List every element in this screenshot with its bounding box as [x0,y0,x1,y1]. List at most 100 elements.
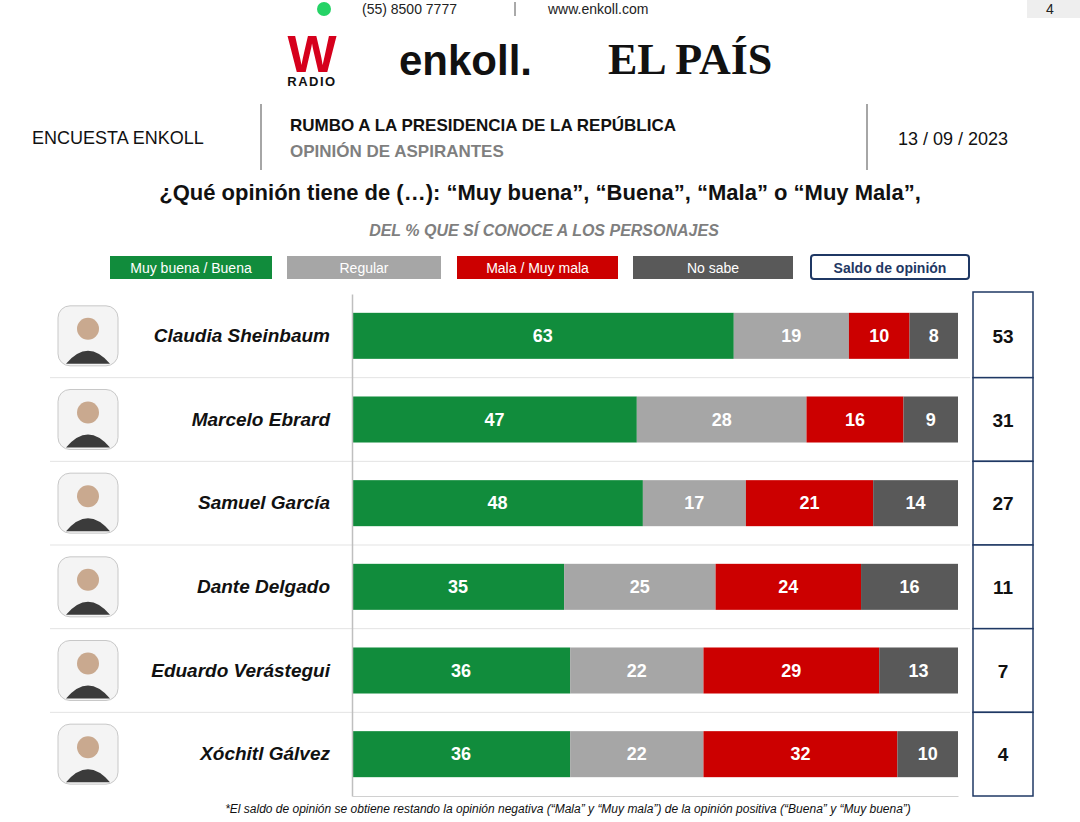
logo-elpais: EL PAÍS [608,35,772,84]
data-label: 19 [781,326,801,346]
balance-cell [973,292,1033,378]
legend-swatch [633,256,793,279]
bar-segment [716,564,861,610]
survey-name: ENCUESTA ENKOLL [32,128,204,148]
avatar-frame [58,641,118,701]
bar-segment [746,480,873,526]
avatar-body [66,518,110,531]
category-label: Xóchitl Gálvez [199,743,330,764]
avatar-body [66,769,110,782]
bars [352,313,958,777]
data-label: 17 [684,493,704,513]
data-label: 32 [790,744,810,764]
row-separator [50,461,970,462]
legend-swatch [110,256,272,279]
page-box [1027,0,1080,18]
separator [515,2,516,16]
data-label: 25 [630,577,650,597]
bar-segment [849,313,910,359]
axis-line [352,295,354,797]
logo-radio: RADIO [287,74,336,89]
bar-segment [352,396,637,442]
phone: (55) 8500 7777 [362,1,457,17]
balance-value: 53 [992,326,1013,347]
avatars [58,306,118,784]
bar-segment [564,564,716,610]
date: 13 / 09 / 2023 [898,129,1008,149]
bar-segment [703,647,879,693]
row-separator [50,628,970,629]
bar-segment [352,480,643,526]
legend-swatch [811,255,969,279]
avatar-head [77,736,99,758]
data-label: 10 [918,744,938,764]
data-label: 63 [533,326,553,346]
avatar [58,641,118,701]
data-label: 28 [712,410,732,430]
balance-value: 31 [992,410,1014,431]
header-divider [260,104,262,170]
data-label: 36 [451,661,471,681]
tick: Xóchitl Gálvez [199,743,352,764]
tick: Samuel García [198,492,352,513]
avatar-body [66,686,110,699]
balance-cell [973,712,1033,796]
data-label: 16 [900,577,920,597]
background [0,0,1080,822]
balance-value: 11 [993,577,1014,598]
bar-segment [873,480,958,526]
data-label: 29 [781,661,801,681]
avatar-frame [58,473,118,533]
avatar [58,724,118,784]
logo-enkoll: enkoll. [399,37,532,84]
bar-segment [734,313,849,359]
avatar-head [77,653,99,675]
category-label: Claudia Sheinbaum [154,325,330,346]
category-label: Marcelo Ebrard [192,409,331,430]
data-label: 48 [487,493,507,513]
avatar-head [77,402,99,424]
tick: Claudia Sheinbaum [154,325,352,346]
title: ¿Qué opinión tiene de (…): “Muy buena”, … [159,180,921,205]
bar-segment [910,313,958,359]
website: www.enkoll.com [547,1,648,17]
avatar [58,557,118,617]
bar-segment [807,396,904,442]
avatar [58,306,118,366]
data-label: 8 [929,326,939,346]
row-separator [50,377,970,378]
data-label: 24 [778,577,798,597]
data-label: 10 [869,326,889,346]
avatar-head [77,318,99,340]
header-divider [866,104,868,170]
avatar [58,473,118,533]
legend-item: Muy buena / Buena [110,256,272,279]
heading: RUMBO A LA PRESIDENCIA DE LA REPÚBLICA [290,116,676,135]
balance-value: 7 [998,661,1009,682]
avatar-frame [58,724,118,784]
tick: Dante Delgado [197,576,352,597]
avatar-body [66,351,110,364]
series-3 [861,313,958,777]
avatar-frame [58,557,118,617]
subtitle: DEL % QUE SÍ CONOCE A LOS PERSONAJES [369,221,719,239]
series-0 [352,313,734,777]
legend-swatch [457,256,618,279]
data-label: 14 [906,493,926,513]
balance-cell [973,545,1033,629]
bar-segment [570,731,703,777]
bar-segment [352,731,570,777]
row-separator [50,545,970,546]
series-1 [564,313,849,777]
subheading: OPINIÓN DE ASPIRANTES [290,142,504,161]
page-number: 4 [1046,1,1054,17]
category-label: Eduardo Verástegui [151,660,331,681]
balance-value: 4 [998,744,1009,765]
bar-segment [861,564,958,610]
bar-segment [352,564,564,610]
data-label: 13 [909,661,929,681]
tick: Marcelo Ebrard [192,409,352,430]
data-label: 16 [845,410,865,430]
legend-label: Saldo de opinión [834,260,947,276]
x-axis [353,796,959,797]
